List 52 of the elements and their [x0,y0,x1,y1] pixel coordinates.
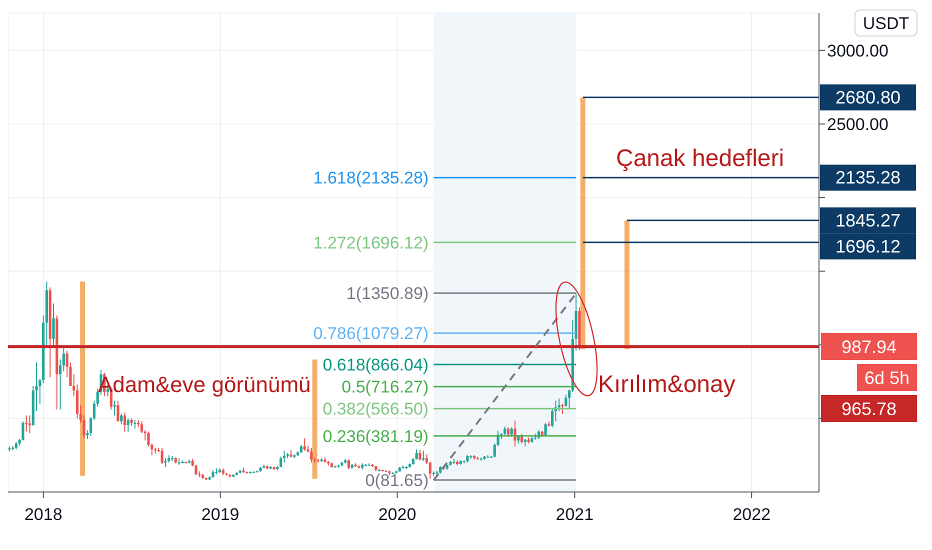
x-tick-label: 2019 [201,505,240,524]
candlestick [415,448,418,460]
candlestick [564,394,568,408]
ref-line-label: 0.786(1079.27) [313,324,429,344]
ref-line-label: 0.5(716.27) [342,378,429,397]
annotation: 2135.28 [835,168,901,188]
ref-line-label: 1.618(2135.28) [313,168,429,188]
candlestick [123,412,126,432]
candlestick [558,398,560,412]
candlestick [303,438,306,452]
bar [80,282,86,476]
annotation: Çanak hedefleri [616,145,784,172]
x-tick-label: 2018 [24,505,62,524]
y-tick-label: 2500.00 [827,115,888,134]
candlestick [310,447,313,464]
bar [312,360,318,479]
candlestick [116,400,120,422]
ref-line-label: 0(81.65) [365,470,429,490]
annotation: 1696.12 [835,236,901,256]
candlestick [126,418,130,432]
candlestick [504,426,506,437]
ref-line-label: 0.618(866.04) [322,356,429,375]
candlestick [422,450,425,462]
candlestick [347,459,350,470]
candlestick [160,447,164,465]
ref-line-label: 1(1350.89) [346,284,429,304]
candlestick [113,400,116,416]
annotation: 1845.27 [835,210,901,230]
x-tick-label: 2021 [556,505,594,524]
ref-line-label: 1.272(1696.12) [313,233,429,252]
y-tick-label: 3000.00 [827,41,888,60]
candlestick [544,422,547,437]
x-tick-label: 2022 [732,505,771,524]
candlestick [25,414,28,432]
candlestick [178,458,180,466]
text: 6d 5h [864,368,910,388]
x-tick-label: 2020 [378,505,416,524]
ref-line-label: 0.236(381.19) [322,426,429,446]
annotation: Kırılım&onay [598,371,736,398]
candlestick [510,426,513,438]
candlestick [561,403,564,414]
bar [580,97,586,350]
bar [624,220,630,350]
text: 965.78 [841,399,897,419]
candlestick [506,426,510,438]
text: 987.94 [841,337,897,357]
ref-line-label: 0.382(566.50) [322,400,429,419]
text: USDT [862,14,910,33]
annotation: 2680.80 [835,87,901,108]
candlestick [514,420,516,447]
candlestick [418,450,422,461]
candlestick [120,413,123,425]
